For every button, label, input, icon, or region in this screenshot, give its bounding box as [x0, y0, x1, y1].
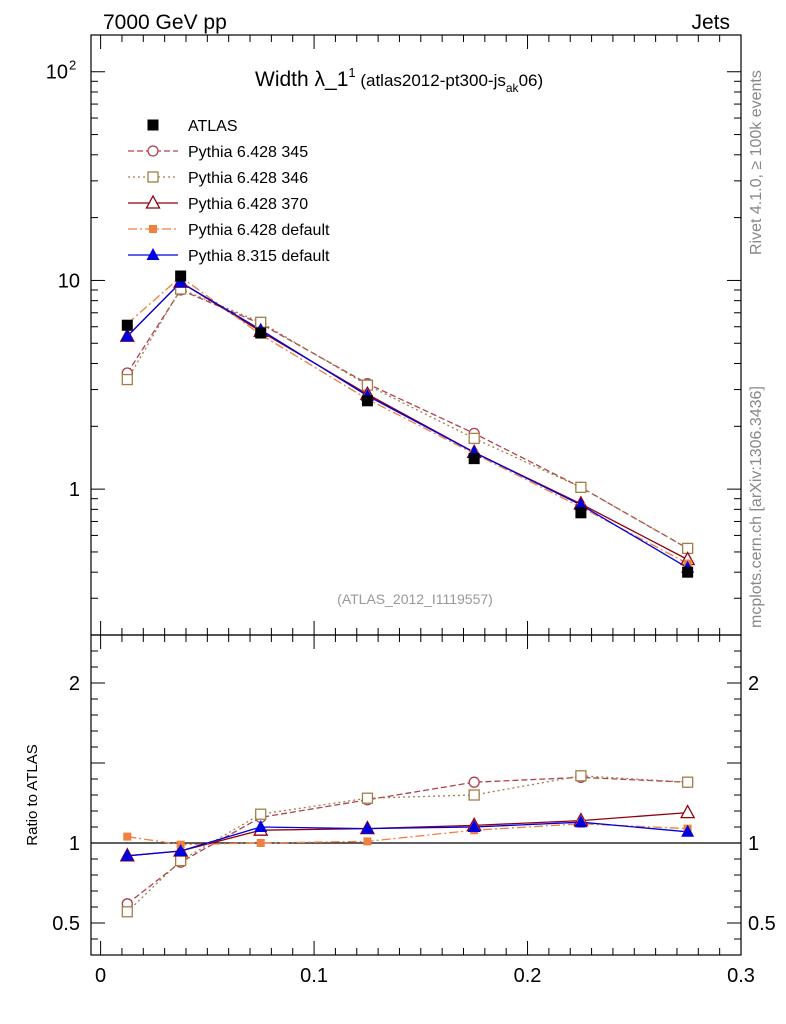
- main-point-p346: [121, 373, 133, 386]
- ratio-point-p8: [360, 821, 374, 834]
- y-tick-exponent: 2: [69, 58, 76, 73]
- main-line-p8: [126, 281, 688, 569]
- analysis-id: (ATLAS_2012_I1119557): [337, 591, 493, 607]
- ratio-point-pdefault: [363, 837, 372, 846]
- main-plot-series: [119, 270, 696, 578]
- ratio-point-p8: [174, 844, 188, 856]
- ratio-point-p8: [574, 815, 588, 828]
- ratio-y-tick-label-right: 0.5: [748, 913, 776, 935]
- legend-marker: [145, 194, 161, 209]
- ratio-point-p8: [467, 820, 481, 832]
- ratio-point-p346: [255, 808, 267, 820]
- ratio-frame: [90, 634, 742, 956]
- jets-label: Jets: [691, 11, 730, 34]
- ratio-y-tick-label: 1: [69, 833, 80, 855]
- main-line-pdefault: [126, 276, 688, 565]
- ratio-point-p346: [575, 770, 587, 782]
- x-tick-label: 0.1: [300, 965, 328, 987]
- main-point-atlas: [361, 395, 373, 407]
- ratio-point-p346: [121, 906, 133, 918]
- legend-label: Pythia 8.315 default: [188, 248, 330, 265]
- main-line-p345: [126, 289, 688, 549]
- title-sup: 1: [348, 65, 355, 80]
- ratio-ylabel: Ratio to ATLAS: [24, 744, 41, 845]
- legend-label: Pythia 6.428 346: [188, 170, 308, 187]
- y-tick-label: 10: [46, 62, 68, 84]
- legend-label: ATLAS: [188, 118, 238, 135]
- ratio-line-p370: [127, 811, 688, 857]
- main-point-p346: [468, 432, 480, 445]
- main-point-p8: [120, 329, 134, 342]
- ratio-point-p8: [254, 820, 268, 832]
- mcplots-label: mcplots.cern.ch [arXiv:1306.3436]: [748, 386, 765, 628]
- main-point-atlas: [682, 566, 694, 578]
- legend-marker: [147, 119, 159, 131]
- main-point-atlas: [255, 327, 267, 339]
- title-paren: (atlas2012-pt300-js: [356, 71, 506, 90]
- ratio-y-tick-label-right: 1: [748, 833, 759, 855]
- legend-label: Pythia 6.428 default: [188, 222, 330, 239]
- ratio-point-p346: [468, 789, 480, 801]
- legend-marker: [147, 171, 159, 183]
- ratio-line-p345: [126, 776, 688, 905]
- energy-label: 7000 GeV pp: [103, 11, 227, 34]
- legend-marker: [149, 225, 157, 233]
- legend-label: Pythia 6.428 345: [188, 144, 308, 161]
- ratio-y-tick-label: 0.5: [52, 913, 80, 935]
- x-tick-label: 0: [95, 965, 106, 987]
- ratio-line-p346: [126, 775, 688, 913]
- ratio-point-p8: [120, 848, 134, 861]
- legend-marker: [146, 248, 160, 260]
- ratio-plot-series: [119, 770, 696, 918]
- y-tick-label: 1: [69, 479, 80, 501]
- main-point-atlas: [175, 270, 187, 282]
- title-sub: ak: [506, 81, 520, 95]
- main-point-p346: [575, 481, 587, 493]
- title-paren-close: 06): [519, 71, 544, 90]
- ratio-point-p370: [680, 804, 696, 819]
- ratio-point-p8: [681, 824, 695, 837]
- ratio-point-p346: [175, 854, 187, 867]
- main-line-p346: [126, 288, 688, 549]
- legend-label: Pythia 6.428 370: [188, 196, 308, 213]
- legend: ATLAS Pythia 6.428 345 Pythia 6.428 346 Pyt…: [128, 118, 330, 265]
- ratio-point-pdefault: [123, 832, 132, 841]
- main-point-p8: [574, 497, 588, 510]
- ratio-y-tick-label-right: 2: [748, 673, 759, 695]
- x-tick-label: 0.2: [514, 965, 542, 987]
- ratio-point-pdefault: [256, 839, 265, 847]
- rivet-label: Rivet 4.1.0, ≥ 100k events: [748, 70, 765, 255]
- title-main: Width λ_1: [255, 68, 348, 91]
- legend-marker: [147, 145, 159, 157]
- main-point-atlas: [121, 319, 133, 331]
- plot-title: Width λ_11 (atlas2012-pt300-jsak06): [255, 65, 543, 95]
- ratio-point-p346: [361, 792, 374, 804]
- main-point-atlas: [468, 453, 480, 465]
- x-tick-label: 0.3: [727, 965, 755, 987]
- ratio-point-p345: [468, 776, 480, 788]
- ratio-y-tick-label: 2: [69, 673, 80, 695]
- main-point-atlas: [575, 507, 587, 519]
- ratio-point-p346: [681, 776, 694, 788]
- y-tick-label: 10: [58, 270, 80, 292]
